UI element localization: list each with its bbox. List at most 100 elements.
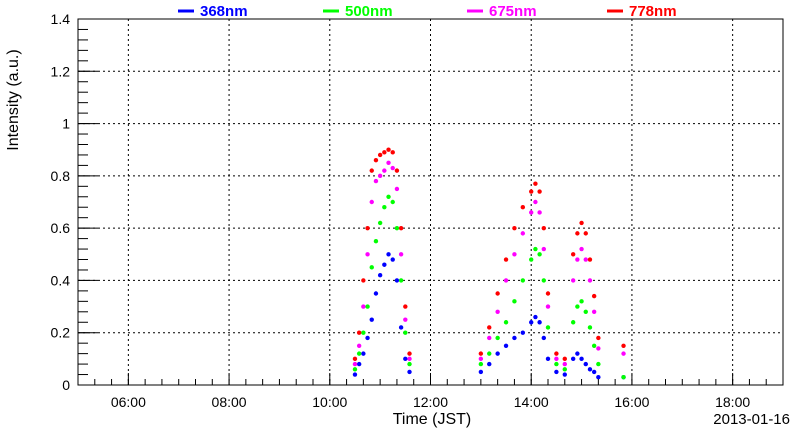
y-tick-label: 0.6	[51, 220, 71, 236]
data-point-368nm	[541, 335, 547, 341]
data-point-500nm	[382, 205, 387, 210]
data-point-500nm	[398, 278, 404, 283]
data-point-675nm	[352, 361, 358, 367]
data-point-778nm	[520, 205, 526, 210]
data-point-500nm	[554, 361, 559, 367]
x-tick-label: 08:00	[212, 394, 247, 410]
data-point-675nm	[596, 346, 601, 351]
data-point-778nm	[545, 291, 551, 296]
y-tick-label: 1.4	[51, 11, 71, 27]
data-point-675nm	[382, 168, 387, 173]
data-point-778nm	[541, 225, 547, 231]
data-points	[352, 147, 626, 380]
y-tick-label: 1.2	[51, 63, 71, 79]
data-point-368nm	[386, 252, 391, 257]
data-point-778nm	[373, 157, 379, 163]
data-point-368nm	[361, 351, 366, 356]
legend-label: 368nm	[200, 3, 248, 20]
data-point-675nm	[369, 199, 374, 205]
data-point-500nm	[533, 246, 538, 252]
data-point-368nm	[407, 369, 412, 375]
data-point-368nm	[377, 273, 383, 278]
data-point-368nm	[554, 369, 559, 375]
data-point-368nm	[575, 351, 580, 356]
data-point-368nm	[373, 291, 379, 296]
data-point-675nm	[478, 356, 484, 362]
data-point-500nm	[596, 361, 601, 367]
data-point-368nm	[365, 335, 370, 341]
data-point-675nm	[398, 252, 404, 257]
data-point-778nm	[621, 343, 626, 348]
data-point-500nm	[403, 330, 408, 335]
data-point-368nm	[398, 325, 404, 330]
data-point-778nm	[478, 351, 484, 356]
data-point-368nm	[533, 314, 538, 320]
data-point-778nm	[382, 150, 387, 155]
data-point-778nm	[398, 225, 404, 231]
data-point-500nm	[361, 330, 366, 335]
data-point-368nm	[503, 343, 509, 348]
data-point-368nm	[587, 367, 593, 372]
data-point-368nm	[478, 369, 484, 375]
y-tick-label: 0	[62, 377, 70, 393]
data-point-675nm	[503, 278, 509, 283]
data-point-500nm	[520, 278, 526, 283]
data-point-778nm	[587, 257, 593, 262]
data-point-675nm	[587, 278, 593, 283]
data-point-675nm	[541, 246, 547, 252]
data-point-778nm	[394, 168, 400, 173]
data-point-500nm	[356, 351, 362, 356]
x-tick-label: 14:00	[514, 394, 549, 410]
data-point-778nm	[390, 150, 395, 155]
data-point-778nm	[533, 181, 538, 186]
data-point-500nm	[537, 252, 542, 257]
x-tick-label: 18:00	[715, 394, 750, 410]
data-point-675nm	[512, 252, 517, 257]
data-point-778nm	[591, 293, 597, 299]
data-point-500nm	[478, 361, 484, 367]
data-point-778nm	[361, 278, 366, 283]
data-point-778nm	[407, 351, 412, 356]
date-label: 2013-01-16	[713, 411, 790, 428]
y-tick-label: 0.4	[51, 272, 71, 288]
data-point-675nm	[621, 351, 626, 356]
data-point-500nm	[512, 299, 517, 304]
data-point-500nm	[373, 239, 379, 244]
x-tick-label: 12:00	[413, 394, 448, 410]
grid	[78, 19, 783, 385]
data-point-778nm	[386, 147, 391, 152]
data-point-675nm	[537, 210, 542, 215]
data-point-778nm	[369, 168, 374, 173]
data-point-500nm	[587, 325, 593, 330]
data-point-368nm	[390, 257, 395, 262]
data-point-778nm	[503, 257, 509, 262]
data-point-778nm	[579, 220, 584, 226]
data-point-500nm	[386, 194, 391, 199]
data-point-500nm	[621, 374, 626, 380]
data-point-778nm	[529, 189, 534, 194]
data-point-368nm	[579, 356, 584, 362]
data-point-778nm	[575, 231, 580, 236]
data-point-675nm	[520, 231, 526, 236]
data-point-368nm	[583, 361, 588, 367]
data-point-778nm	[377, 152, 383, 158]
y-axis-label: Intensity (a.u.)	[5, 49, 22, 150]
data-point-500nm	[575, 304, 580, 309]
data-point-368nm	[382, 262, 387, 267]
data-point-778nm	[495, 291, 500, 296]
data-point-500nm	[495, 335, 500, 341]
data-point-675nm	[562, 361, 567, 367]
data-point-500nm	[529, 257, 534, 262]
data-point-675nm	[533, 199, 538, 205]
x-tick-label: 06:00	[111, 394, 146, 410]
data-point-368nm	[562, 372, 567, 377]
data-point-675nm	[575, 257, 580, 262]
data-point-675nm	[361, 304, 366, 309]
axes: 06:00 08:00 10:00 12:00 14:00 16:00 18:00 0 0.2 0…	[51, 11, 784, 410]
data-point-500nm	[390, 199, 395, 205]
data-point-500nm	[541, 278, 547, 283]
data-point-368nm	[394, 278, 400, 283]
data-point-500nm	[377, 220, 383, 226]
data-point-368nm	[403, 356, 408, 362]
data-point-368nm	[596, 374, 601, 380]
